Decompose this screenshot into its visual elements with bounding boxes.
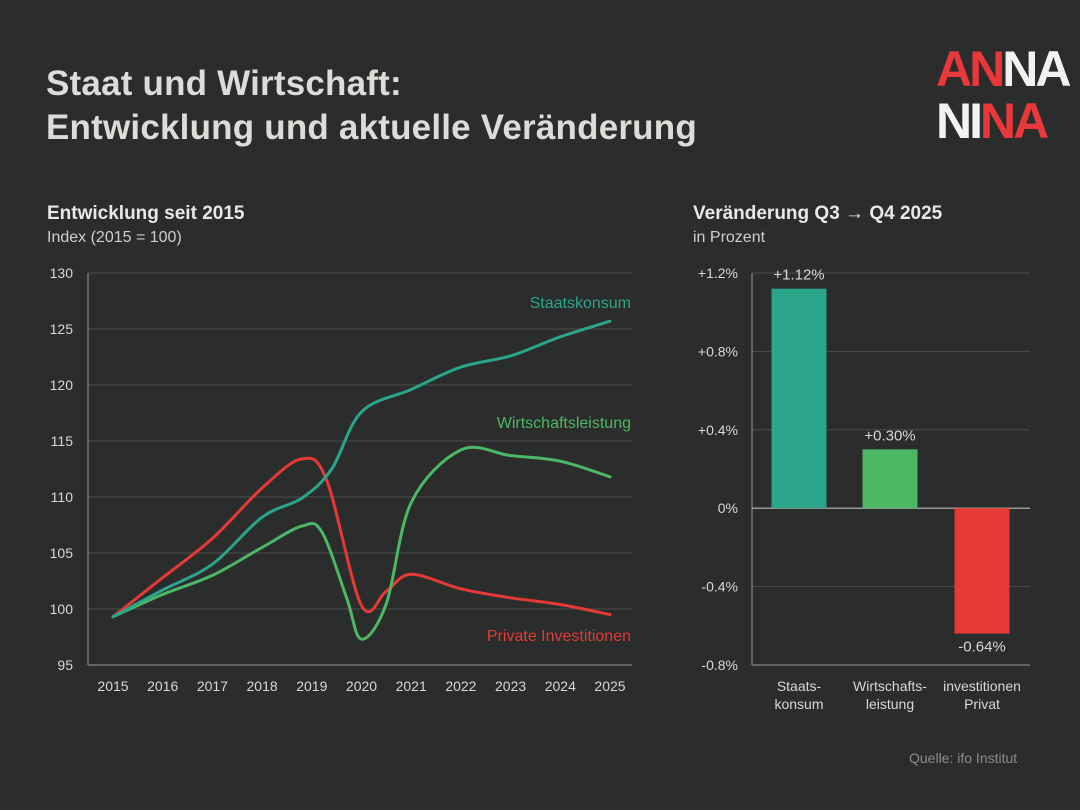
- bar-private-investitionen: [954, 508, 1010, 634]
- y-tick-label: +0.8%: [698, 343, 738, 359]
- y-tick-label: 95: [57, 657, 73, 673]
- bar-wirtschaftsleistung: [862, 449, 918, 509]
- x-category-label: konsum: [774, 696, 823, 712]
- y-tick-label: 115: [51, 433, 74, 449]
- bar-chart-title: Veränderung Q3 → Q4 2025: [693, 203, 943, 224]
- data-label-staatskonsum: +1.12%: [773, 267, 824, 284]
- x-category-label: Staats-: [777, 678, 822, 694]
- y-tick-label: 125: [50, 321, 74, 337]
- y-tick-label: 0%: [718, 500, 738, 516]
- y-tick-label: 100: [50, 601, 74, 617]
- x-tick-label: 2018: [247, 678, 278, 694]
- x-tick-label: 2024: [545, 678, 576, 694]
- line-chart-title: Entwicklung seit 2015: [47, 203, 245, 224]
- logo-text: NA: [980, 93, 1049, 149]
- page-title-line2: Entwicklung und aktuelle Veränderung: [46, 108, 697, 147]
- y-tick-label: 110: [51, 489, 74, 505]
- y-tick-label: -0.8%: [701, 657, 738, 673]
- x-tick-label: 2017: [197, 678, 228, 694]
- x-category-label: Wirtschafts-: [853, 678, 927, 694]
- source-note: Quelle: ifo Institut: [909, 750, 1018, 766]
- series-line-wirtschaftsleistung: [111, 445, 612, 641]
- x-tick-label: 2016: [147, 678, 178, 694]
- logo-text: NI: [936, 93, 983, 149]
- x-category-label: Privat: [964, 696, 1000, 712]
- x-tick-label: 2019: [296, 678, 327, 694]
- y-tick-label: 130: [50, 265, 74, 281]
- brand-logo: ANNA NINA: [936, 41, 1071, 149]
- x-category-label: leistung: [866, 696, 914, 712]
- page-title: Staat und Wirtschaft: Entwicklung und ak…: [46, 62, 697, 150]
- x-tick-label: 2023: [495, 678, 526, 694]
- y-tick-label: 105: [50, 545, 74, 561]
- y-tick-label: -0.4%: [701, 579, 738, 595]
- data-label-private-investitionen: -0.64%: [958, 639, 1006, 656]
- logo-text: AN: [936, 41, 1005, 97]
- bar-chart-subtitle: in Prozent: [693, 229, 766, 246]
- y-tick-label: +0.4%: [698, 422, 738, 438]
- y-tick-label: +1.2%: [698, 265, 738, 281]
- series-label-private-investitionen: Private Investitionen: [487, 628, 631, 645]
- series-line-private-investitionen: [111, 456, 612, 619]
- line-chart-subtitle: Index (2015 = 100): [47, 229, 182, 246]
- x-tick-label: 2020: [346, 678, 377, 694]
- x-tick-label: 2021: [396, 678, 427, 694]
- data-label-wirtschaftsleistung: +0.30%: [864, 427, 915, 444]
- page-title-line1: Staat und Wirtschaft:: [46, 64, 402, 103]
- logo-text: NA: [1002, 41, 1071, 97]
- series-label-wirtschaftsleistung: Wirtschaftsleistung: [497, 415, 631, 432]
- x-tick-label: 2015: [97, 678, 128, 694]
- y-tick-label: 120: [50, 377, 74, 393]
- series-line-staatskonsum: [111, 319, 612, 619]
- x-tick-label: 2025: [594, 678, 625, 694]
- x-tick-label: 2022: [445, 678, 476, 694]
- x-category-label: investitionen: [943, 678, 1021, 694]
- series-label-staatskonsum: Staatskonsum: [530, 295, 631, 312]
- bar-staatskonsum: [771, 288, 827, 509]
